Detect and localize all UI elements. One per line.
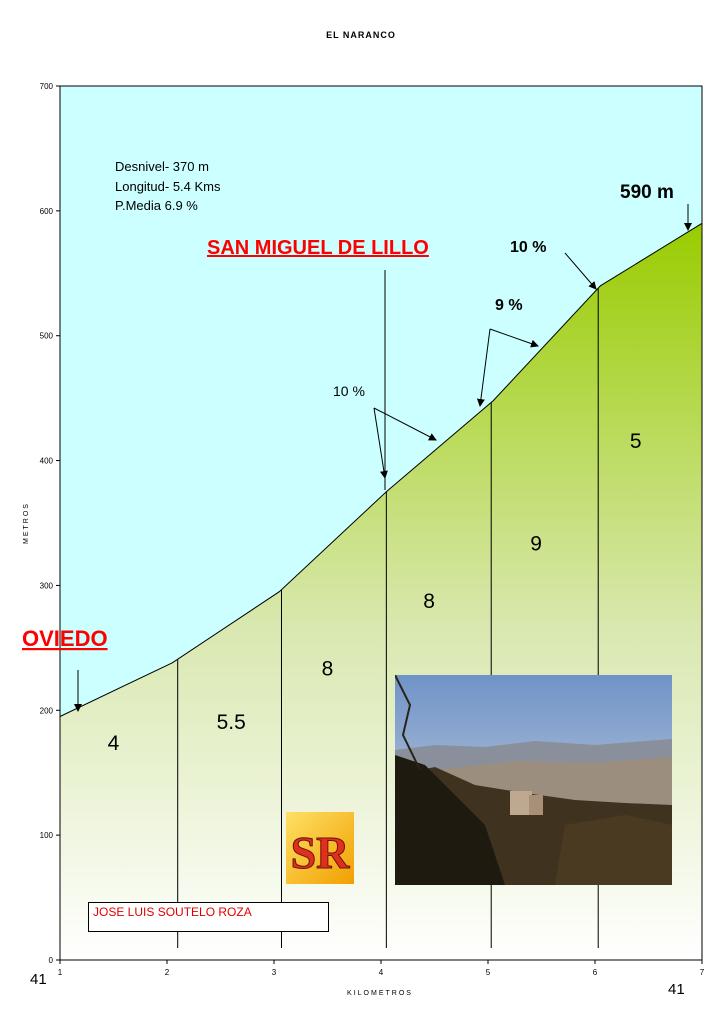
- grade-callout-3-arrow: [564, 252, 597, 290]
- y-tick-label: 700: [40, 82, 54, 91]
- x-tick-label: 4: [379, 968, 384, 977]
- x-tick-label: 5: [486, 968, 491, 977]
- segment-gradient-label: 8: [423, 590, 435, 613]
- y-axis: 0 100 200 300 400 500 600 700: [40, 82, 60, 965]
- stat-desnivel: Desnivel- 370 m: [115, 159, 209, 174]
- author-credit: JOSE LUIS SOUTELO ROZA: [88, 902, 329, 932]
- stat-longitud: Longitud- 5.4 Kms: [115, 179, 221, 194]
- corner-label-right: 41: [668, 981, 685, 998]
- grade-callout-1-arrow-a: [373, 407, 388, 479]
- grade-callout-1: 10 %: [333, 383, 365, 399]
- y-tick-label: 100: [40, 831, 54, 840]
- y-tick-label: 500: [40, 332, 54, 341]
- start-label: OVIEDO: [22, 626, 108, 651]
- x-tick-label: 2: [165, 968, 170, 977]
- y-tick-label: 600: [40, 207, 54, 216]
- segment-gradient-label: 5: [630, 430, 642, 453]
- y-tick-label: 400: [40, 457, 54, 466]
- stat-pmedia: P.Media 6.9 %: [115, 198, 198, 213]
- summit-label: 590 m: [620, 182, 674, 203]
- landmark-label: SAN MIGUEL DE LILLO: [207, 237, 429, 259]
- y-axis-label: METROS: [23, 502, 30, 544]
- x-axis: 1 2 3 4 5 6 7: [58, 960, 705, 977]
- logo-lettering: SR: [291, 827, 351, 878]
- segment-gradient-label: 8: [322, 657, 334, 680]
- grade-callout-2-arrow-b: [489, 328, 539, 348]
- logo-emblem: SR: [286, 812, 354, 884]
- grade-callout-1-arrow-b: [373, 407, 437, 441]
- grade-callout-2: 9 %: [495, 297, 523, 314]
- y-tick-label: 300: [40, 581, 54, 590]
- x-tick-label: 3: [272, 968, 277, 977]
- y-tick-label: 200: [40, 706, 54, 715]
- segment-gradient-label: 5.5: [217, 711, 246, 734]
- y-tick-label: 0: [49, 956, 54, 965]
- segment-gradient-label: 4: [108, 732, 120, 755]
- corner-label-left: 41: [30, 971, 47, 988]
- segment-gradients: 4 5.5 8 8 9 5: [108, 430, 642, 755]
- segment-gradient-label: 9: [530, 532, 542, 555]
- x-axis-label: KILOMETROS: [347, 990, 413, 997]
- stats-block: Desnivel- 370 m Longitud- 5.4 Kms P.Medi…: [115, 159, 221, 213]
- grade-callout-3: 10 %: [510, 239, 546, 256]
- x-tick-label: 7: [700, 968, 705, 977]
- x-tick-label: 6: [593, 968, 598, 977]
- landscape-photo: [395, 675, 672, 885]
- chart-title: EL NARANCO: [326, 30, 396, 40]
- x-tick-label: 1: [58, 968, 63, 977]
- grade-callout-2-arrow-a: [476, 328, 491, 407]
